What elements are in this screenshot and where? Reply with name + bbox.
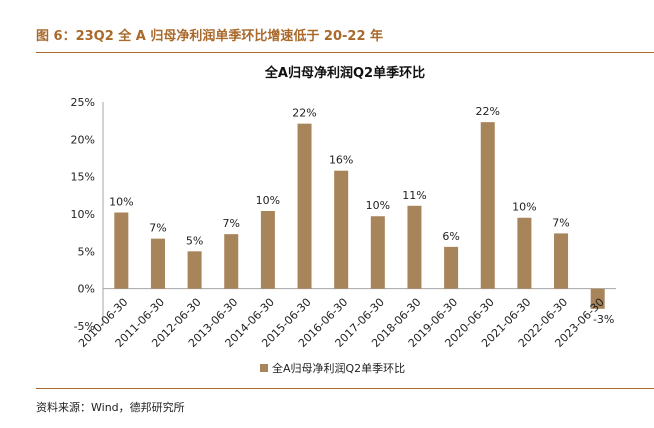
bar [370, 216, 385, 289]
y-tick-label: 5% [78, 245, 95, 258]
y-tick-label: 10% [71, 208, 95, 221]
y-tick-label: 25% [71, 96, 95, 109]
bar [334, 170, 349, 289]
source-note: 资料来源：Wind，德邦研究所 [36, 401, 185, 414]
y-tick-label: 0% [78, 283, 95, 296]
chart-title: 全A归母净利润Q2单季环比 [264, 65, 425, 81]
data-label: -3% [593, 313, 614, 326]
data-label: 7% [149, 222, 166, 235]
bar-chart: 全A归母净利润Q2单季环比 -5% 0% 5% 10% 15% 20% 25% 10% 7% 5… [71, 65, 616, 375]
bar [297, 123, 312, 289]
bar [187, 251, 202, 289]
data-label: 5% [186, 234, 203, 247]
bar [444, 246, 459, 289]
legend-label: 全A归母净利润Q2单季环比 [272, 361, 405, 375]
data-label: 10% [109, 196, 133, 209]
top-rule [36, 52, 654, 53]
bar [114, 212, 129, 289]
data-label: 10% [366, 199, 390, 212]
bar [554, 233, 569, 289]
data-label: 22% [476, 105, 500, 118]
bar [224, 234, 239, 289]
bar [480, 122, 495, 289]
data-label: 6% [442, 230, 459, 243]
bar [150, 238, 165, 289]
legend-swatch [260, 364, 268, 372]
bar [260, 211, 275, 289]
y-tick-label: -5% [74, 320, 95, 333]
bar [517, 217, 532, 289]
data-label: 7% [552, 216, 569, 229]
data-label: 22% [292, 107, 316, 120]
data-label: 10% [512, 201, 536, 214]
data-label: 16% [329, 154, 353, 167]
data-label: 10% [256, 194, 280, 207]
figure-title: 图 6：23Q2 全 A 归母净利润单季环比增速低于 20-22 年 [36, 29, 384, 44]
bottom-rule [36, 388, 654, 389]
y-tick-label: 15% [71, 171, 95, 184]
bar [407, 205, 422, 289]
bar [590, 288, 605, 309]
data-label: 7% [223, 217, 240, 230]
data-label: 11% [402, 189, 426, 202]
y-tick-label: 20% [71, 133, 95, 146]
